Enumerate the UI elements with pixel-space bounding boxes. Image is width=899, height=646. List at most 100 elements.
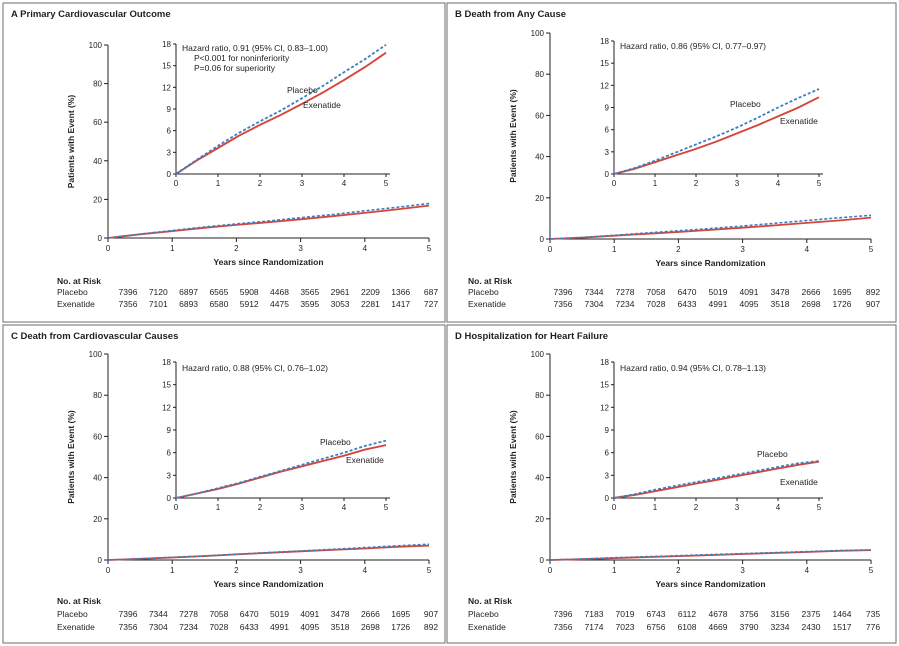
exenatide-label: Exenatide bbox=[780, 477, 818, 487]
panel-title-text: Primary Cardiovascular Outcome bbox=[20, 9, 170, 20]
panel-letter: A bbox=[11, 9, 20, 20]
y-tick-label: 80 bbox=[93, 80, 102, 89]
at-risk-exenatide-value: 4991 bbox=[709, 299, 728, 309]
x-tick-label: 1 bbox=[612, 566, 617, 575]
inset-y-tick-label: 12 bbox=[162, 403, 171, 412]
at-risk-exenatide-value: 7028 bbox=[647, 299, 666, 309]
at-risk-exenatide-value: 7356 bbox=[554, 622, 573, 632]
x-tick-label: 0 bbox=[106, 244, 111, 253]
inset-x-tick-label: 1 bbox=[216, 179, 221, 188]
panel-letter: B bbox=[455, 9, 465, 20]
x-tick-label: 2 bbox=[676, 566, 681, 575]
x-axis-title: Years since Randomization bbox=[213, 579, 323, 589]
at-risk-exenatide-value: 7304 bbox=[585, 299, 604, 309]
inset-y-tick-label: 6 bbox=[605, 126, 610, 135]
main-series-placebo bbox=[107, 543, 430, 561]
x-axis-title: Years since Randomization bbox=[655, 258, 765, 268]
inset-y-tick-label: 9 bbox=[167, 426, 172, 435]
at-risk-placebo-value: 7278 bbox=[179, 609, 198, 619]
inset-x-tick-label: 1 bbox=[653, 503, 658, 512]
panel-frame bbox=[2, 2, 446, 323]
inset-y-tick-label: 15 bbox=[162, 62, 171, 71]
x-tick-label: 5 bbox=[869, 566, 874, 575]
at-risk-exenatide-value: 7101 bbox=[149, 299, 168, 309]
at-risk-table: No. at Risk Placebo Exenatide 7396 7344 7278 7… bbox=[57, 596, 438, 632]
y-tick-label: 60 bbox=[93, 118, 102, 127]
y-tick-label: 20 bbox=[535, 194, 544, 203]
at-risk-exenatide-value: 4991 bbox=[270, 622, 289, 632]
at-risk-placebo-value: 2375 bbox=[802, 609, 821, 619]
at-risk-exenatide-value: 3053 bbox=[331, 299, 350, 309]
inset-y-tick-label: 0 bbox=[605, 494, 610, 503]
at-risk-placebo-value: 2666 bbox=[802, 287, 821, 297]
inset-series-placebo bbox=[175, 43, 387, 175]
at-risk-exenatide-value: 3595 bbox=[300, 299, 319, 309]
inset-y-tick-label: 15 bbox=[162, 381, 171, 390]
main-series-exenatide bbox=[549, 216, 872, 240]
panel-frame bbox=[446, 324, 897, 644]
at-risk-exenatide-value: 6108 bbox=[678, 622, 697, 632]
inset-x-tick-label: 0 bbox=[612, 179, 617, 188]
inset-x-tick-label: 0 bbox=[174, 503, 179, 512]
inset-x-tick-label: 4 bbox=[342, 503, 347, 512]
y-tick-label: 100 bbox=[89, 41, 103, 50]
at-risk-exenatide-label: Exenatide bbox=[468, 622, 506, 632]
panel-letter: C bbox=[11, 331, 21, 342]
at-risk-header: No. at Risk bbox=[57, 276, 101, 286]
y-axis-title: Patients with Event (%) bbox=[508, 410, 518, 504]
at-risk-placebo-value: 907 bbox=[424, 609, 438, 619]
y-tick-label: 60 bbox=[535, 432, 544, 441]
at-risk-placebo-value: 5908 bbox=[240, 287, 259, 297]
at-risk-exenatide-value: 7304 bbox=[149, 622, 168, 632]
at-risk-placebo-value: 4678 bbox=[709, 609, 728, 619]
at-risk-placebo-value: 6743 bbox=[647, 609, 666, 619]
at-risk-exenatide-value: 6433 bbox=[678, 299, 697, 309]
at-risk-placebo-value: 7396 bbox=[119, 287, 138, 297]
inset-series-exenatide bbox=[613, 96, 820, 175]
at-risk-placebo-value: 2961 bbox=[331, 287, 350, 297]
inset-x-tick-label: 3 bbox=[300, 179, 305, 188]
at-risk-placebo-value: 892 bbox=[866, 287, 880, 297]
y-axis-title: Patients with Event (%) bbox=[508, 89, 518, 183]
at-risk-exenatide-value: 3790 bbox=[740, 622, 759, 632]
y-tick-label: 100 bbox=[531, 29, 545, 38]
inset-y-tick-label: 12 bbox=[600, 403, 609, 412]
at-risk-exenatide-label: Exenatide bbox=[57, 299, 95, 309]
inset-y-tick-label: 9 bbox=[605, 104, 610, 113]
p-value-text: P<0.001 for noninferiority bbox=[194, 53, 290, 63]
inset-x-tick-label: 0 bbox=[174, 179, 179, 188]
at-risk-placebo-value: 7058 bbox=[209, 609, 228, 619]
y-axis-title: Patients with Event (%) bbox=[66, 410, 76, 504]
inset-series-exenatide bbox=[175, 51, 387, 175]
y-tick-label: 80 bbox=[535, 391, 544, 400]
at-risk-exenatide-value: 7234 bbox=[616, 299, 635, 309]
y-tick-label: 0 bbox=[98, 234, 103, 243]
x-axis-title: Years since Randomization bbox=[213, 257, 323, 267]
inset-x-tick-label: 4 bbox=[776, 503, 781, 512]
at-risk-exenatide-value: 5912 bbox=[240, 299, 259, 309]
panel-c: C Death from Cardiovascular Causes020406… bbox=[2, 324, 446, 644]
at-risk-exenatide-value: 7028 bbox=[209, 622, 228, 632]
at-risk-placebo-value: 3565 bbox=[300, 287, 319, 297]
inset-x-tick-label: 3 bbox=[300, 503, 305, 512]
at-risk-placebo-value: 7344 bbox=[585, 287, 604, 297]
inset-y-tick-label: 9 bbox=[167, 105, 172, 114]
at-risk-exenatide-value: 1726 bbox=[391, 622, 410, 632]
hazard-ratio-text: Hazard ratio, 0.88 (95% CI, 0.76–1.02) bbox=[182, 363, 328, 373]
inset-x-tick-label: 2 bbox=[694, 503, 699, 512]
at-risk-exenatide-value: 4095 bbox=[740, 299, 759, 309]
inset-y-tick-label: 6 bbox=[167, 449, 172, 458]
at-risk-exenatide-value: 7356 bbox=[119, 299, 138, 309]
y-tick-label: 40 bbox=[535, 474, 544, 483]
y-tick-label: 40 bbox=[535, 153, 544, 162]
at-risk-exenatide-value: 6893 bbox=[179, 299, 198, 309]
p-value-text: P=0.06 for superiority bbox=[194, 63, 276, 73]
inset-y-tick-label: 9 bbox=[605, 426, 610, 435]
x-tick-label: 0 bbox=[106, 566, 111, 575]
at-risk-placebo-value: 7278 bbox=[616, 287, 635, 297]
